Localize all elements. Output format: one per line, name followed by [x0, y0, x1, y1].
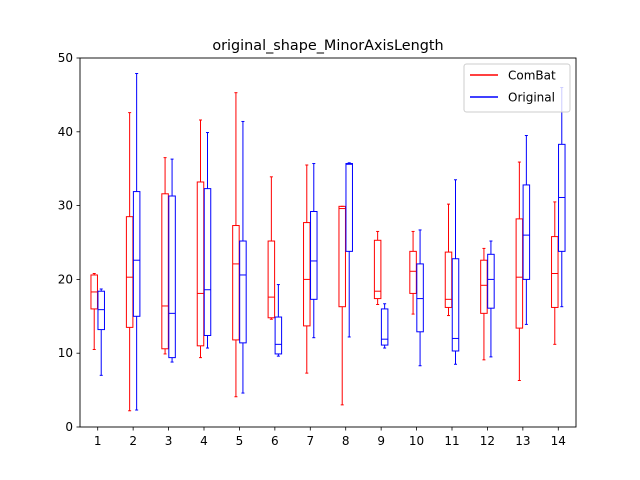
iqr-box — [274, 316, 283, 355]
iqr-box — [97, 290, 105, 331]
iqr-box — [522, 184, 531, 280]
y-tick-label-5: 50 — [58, 51, 73, 65]
iqr-box — [551, 236, 559, 308]
box-original-3 — [168, 158, 176, 363]
chart-title: original_shape_MinorAxisLength — [212, 38, 443, 54]
y-tick-label-2: 20 — [58, 272, 73, 286]
x-tick-label-2: 3 — [165, 434, 173, 448]
iqr-box — [373, 239, 382, 300]
iqr-box — [168, 195, 176, 359]
plot-frame — [79, 57, 577, 428]
x-tick-label-3: 4 — [200, 434, 208, 448]
iqr-box — [132, 191, 141, 317]
x-tick-label-6: 7 — [306, 434, 314, 448]
y-tick-label-3: 30 — [58, 199, 73, 213]
x-tick-label-0: 1 — [94, 434, 102, 448]
iqr-box — [310, 211, 318, 300]
legend-frame — [463, 63, 571, 113]
x-tick-label-12: 13 — [515, 434, 530, 448]
y-tick-label-1: 10 — [58, 346, 73, 360]
legend-label-combat: ComBat — [508, 69, 556, 83]
box-original-11 — [451, 179, 460, 365]
box-original-7 — [310, 163, 318, 339]
plot-area — [90, 72, 566, 412]
box-combat-8 — [338, 205, 346, 406]
x-tick-label-4: 5 — [236, 434, 244, 448]
x-tick-label-7: 8 — [342, 434, 350, 448]
y-axis: 0 10 20 30 40 50 — [58, 51, 80, 434]
box-combat-6 — [267, 176, 276, 320]
iqr-box — [338, 205, 346, 308]
iqr-box — [203, 188, 212, 336]
iqr-box — [267, 240, 276, 319]
box-original-5 — [239, 120, 247, 394]
box-original-8 — [345, 162, 353, 338]
box-combat-10 — [409, 230, 417, 315]
x-tick-label-1: 2 — [129, 434, 137, 448]
box-combat-9 — [373, 230, 382, 305]
legend-label-original: Original — [508, 91, 555, 105]
x-tick-label-11: 12 — [480, 434, 495, 448]
x-axis: 1 2 3 4 5 6 7 8 9 10 11 12 13 14 — [94, 427, 566, 448]
legend: ComBat Original — [463, 63, 571, 113]
box-original-4 — [203, 132, 212, 349]
iqr-box — [345, 163, 353, 252]
box-original-6 — [274, 284, 283, 357]
box-original-1 — [97, 288, 105, 376]
iqr-box — [416, 263, 424, 333]
x-tick-label-10: 11 — [444, 434, 459, 448]
box-original-12 — [487, 240, 495, 358]
box-original-10 — [416, 229, 424, 367]
x-tick-label-13: 14 — [551, 434, 566, 448]
x-tick-label-9: 10 — [409, 434, 424, 448]
box-original-2 — [132, 72, 141, 411]
box-combat-14 — [551, 201, 559, 345]
y-tick-label-4: 40 — [58, 125, 73, 139]
y-tick-label-0: 0 — [65, 420, 73, 434]
box-original-13 — [522, 134, 531, 325]
x-tick-label-8: 9 — [377, 434, 385, 448]
iqr-box — [451, 258, 460, 352]
iqr-box — [380, 308, 389, 346]
box-combat-1 — [90, 272, 98, 351]
box-original-9 — [380, 303, 389, 349]
iqr-box — [487, 253, 495, 309]
iqr-box — [239, 240, 247, 344]
x-tick-label-5: 6 — [271, 434, 279, 448]
